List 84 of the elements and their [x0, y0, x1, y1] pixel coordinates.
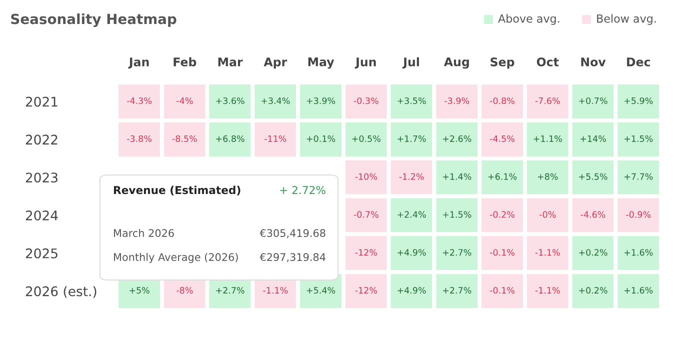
- data-label: +3.9%: [306, 97, 336, 104]
- data-label: -3.9%: [444, 97, 470, 104]
- data-label: -8%: [176, 287, 193, 294]
- x-tick-label: Aug: [444, 58, 469, 69]
- data-label: -0%: [540, 211, 556, 218]
- data-label: +6.8%: [216, 135, 244, 142]
- data-label: +1.4%: [443, 173, 472, 180]
- chart-title: Seasonality Heatmap: [11, 13, 176, 27]
- data-label: -4.3%: [127, 97, 152, 104]
- data-label: +2.4%: [398, 211, 426, 218]
- x-tick-label: May: [308, 58, 334, 69]
- data-label: -10%: [355, 173, 377, 180]
- text: Above avg.: [498, 14, 560, 25]
- text: Below avg.: [597, 14, 656, 25]
- data-label: +5.5%: [579, 173, 608, 180]
- data-label: +1.6%: [624, 287, 653, 294]
- data-label: -0.2%: [490, 211, 514, 218]
- data-label: +8%: [538, 173, 558, 180]
- data-label: -8.5%: [172, 135, 197, 142]
- data-label: -4.6%: [580, 211, 606, 218]
- x-tick-label: Jul: [402, 57, 419, 69]
- data-label: +0.7%: [579, 97, 608, 104]
- y-tick-label: 2021: [26, 96, 58, 107]
- data-label: +1.7%: [398, 135, 426, 142]
- data-label: -12%: [355, 249, 377, 256]
- data-label: +1.5%: [624, 135, 653, 142]
- data-label: +0.5%: [352, 135, 380, 142]
- data-label: +5.4%: [306, 287, 336, 294]
- data-label: +3.5%: [398, 97, 426, 104]
- data-label: +4.9%: [398, 249, 426, 256]
- data-label: -3.8%: [127, 135, 152, 142]
- data-label: +4.9%: [398, 287, 426, 294]
- data-label: -1.2%: [399, 173, 424, 180]
- data-label: -12%: [355, 287, 377, 294]
- data-label: -4.5%: [490, 135, 514, 142]
- data-label: +0.2%: [579, 249, 608, 256]
- y-tick-label: 2025: [26, 248, 58, 258]
- x-tick-label: Dec: [627, 58, 650, 66]
- data-label: -0.9%: [626, 211, 651, 218]
- x-tick-label: Sep: [490, 57, 514, 69]
- data-label: +2.7%: [443, 249, 472, 256]
- data-label: +2.7%: [443, 287, 472, 294]
- annotation: Revenue (Estimated): [114, 186, 240, 196]
- data-label: -0.7%: [354, 211, 378, 218]
- data-label: +0.1%: [306, 135, 336, 142]
- data-label: +7.7%: [624, 173, 653, 180]
- annotation: €297,319.84: [260, 253, 326, 262]
- data-label: +5.9%: [624, 97, 653, 104]
- data-label: -11%: [264, 135, 286, 142]
- data-label: +1.5%: [443, 211, 472, 218]
- x-tick-label: Jun: [354, 58, 376, 69]
- x-tick-label: Nov: [581, 58, 606, 66]
- data-label: +6.1%: [488, 173, 517, 180]
- data-label: -0.8%: [490, 97, 514, 104]
- data-label: +2.6%: [443, 135, 472, 142]
- data-label: -7.6%: [535, 97, 560, 104]
- y-tick-label: 2022: [26, 134, 58, 145]
- x-tick-label: Mar: [218, 58, 243, 66]
- annotation: Monthly Average (2026): [114, 252, 238, 264]
- annotation: €305,419.68: [260, 229, 326, 238]
- data-label: -1.1%: [263, 287, 288, 294]
- x-tick-label: Feb: [174, 57, 196, 66]
- data-label: +2.7%: [216, 287, 244, 294]
- data-label: +14%: [580, 135, 606, 142]
- data-label: -0.1%: [490, 287, 514, 294]
- annotation: March 2026: [114, 228, 174, 238]
- x-tick-label: Jan: [128, 58, 149, 69]
- data-label: +3.6%: [216, 97, 244, 104]
- data-label: -4%: [176, 97, 193, 104]
- y-tick-label: 2023: [26, 172, 58, 183]
- data-label: -0.1%: [490, 249, 514, 256]
- annotation: + 2.72%: [280, 186, 326, 194]
- y-tick-label: 2024: [26, 210, 58, 220]
- data-label: -1.1%: [535, 249, 560, 256]
- data-label: +3.4%: [262, 97, 290, 104]
- data-label: +5%: [130, 287, 150, 294]
- y-tick-label: 2026 (est.): [26, 286, 96, 298]
- data-label: -1.1%: [535, 287, 560, 294]
- x-tick-label: Oct: [536, 57, 559, 66]
- data-label: +1.1%: [534, 135, 562, 142]
- data-label: +0.2%: [579, 287, 608, 294]
- data-label: +1.6%: [624, 249, 653, 256]
- data-label: -0.3%: [354, 97, 378, 104]
- x-tick-label: Apr: [264, 58, 288, 69]
